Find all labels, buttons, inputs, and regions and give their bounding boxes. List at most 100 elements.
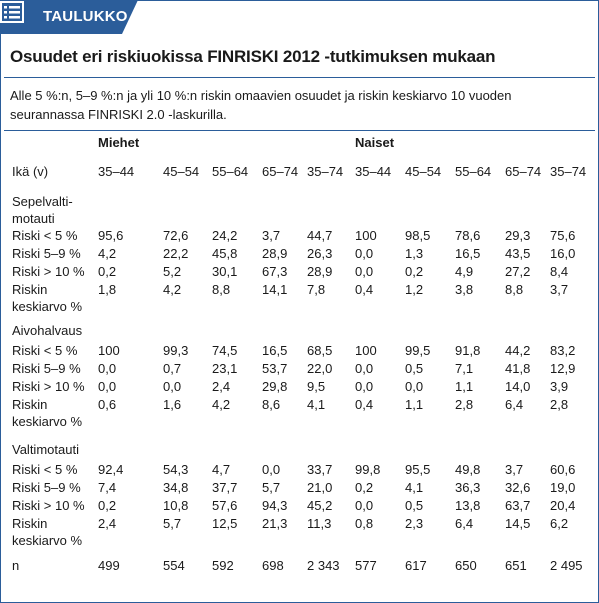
- table-cell: 92,4: [98, 462, 124, 477]
- table-tab: TAULUKKO 3.: [0, 0, 145, 34]
- table-cell: 10,8: [163, 498, 189, 513]
- table-cell: 100: [355, 228, 377, 243]
- tab-background: [0, 0, 138, 34]
- title-divider: [4, 77, 595, 78]
- table-cell: 12,5: [212, 516, 238, 531]
- table-cell: 5,7: [163, 516, 182, 531]
- section-title: Aivohalvaus: [12, 323, 83, 338]
- header-divider: [4, 130, 595, 131]
- table-cell: 23,1: [212, 361, 238, 376]
- list-icon: [0, 1, 24, 23]
- table-cell: 43,5: [505, 246, 531, 261]
- table-cell: 29,8: [262, 379, 288, 394]
- table-cell: 2 343: [307, 558, 340, 573]
- table-cell: 67,3: [262, 264, 288, 279]
- table-cell: 14,0: [505, 379, 531, 394]
- table-cell: 592: [212, 558, 234, 573]
- table-subtitle: Alle 5 %:n, 5–9 %:n ja yli 10 %:n riskin…: [10, 88, 512, 122]
- table-row-label: Riski < 5 %: [12, 228, 78, 243]
- table-cell: 2,8: [455, 397, 474, 412]
- table-row-label: Riski 5–9 %: [12, 480, 81, 495]
- table-cell: 44,2: [505, 343, 531, 358]
- table-cell: 5,7: [262, 480, 281, 495]
- table-row-label: Riskin keskiarvo %: [12, 282, 83, 314]
- table-cell: 617: [405, 558, 427, 573]
- table-cell: 0,4: [355, 282, 374, 297]
- table-row-label: Riski 5–9 %: [12, 361, 81, 376]
- table-cell: 54,3: [163, 462, 189, 477]
- table-cell: 20,4: [550, 498, 576, 513]
- table-cell: 33,7: [307, 462, 333, 477]
- table-cell: 35–44: [98, 164, 135, 179]
- table-cell: 95,6: [98, 228, 124, 243]
- table-cell: 16,5: [262, 343, 288, 358]
- table-cell: 75,6: [550, 228, 576, 243]
- table-cell: 99,3: [163, 343, 189, 358]
- table-row-label: Riski > 10 %: [12, 498, 85, 513]
- table-cell: 8,6: [262, 397, 281, 412]
- table-cell: 35–74: [550, 164, 587, 179]
- table-cell: 2 495: [550, 558, 583, 573]
- table-cell: 0,2: [355, 480, 374, 495]
- table-row-label: Riski < 5 %: [12, 462, 78, 477]
- table-cell: 0,0: [405, 379, 424, 394]
- table-cell: 45,2: [307, 498, 333, 513]
- section-title: Sepelvalti-motauti: [12, 194, 73, 226]
- table-cell: 698: [262, 558, 284, 573]
- table-cell: 83,2: [550, 343, 576, 358]
- table-cell: 0,5: [405, 498, 424, 513]
- table-cell: 0,0: [355, 264, 374, 279]
- table-cell: 2,8: [550, 397, 569, 412]
- table-cell: 26,3: [307, 246, 333, 261]
- table-cell: 650: [455, 558, 477, 573]
- table-cell: 0,6: [98, 397, 117, 412]
- table-cell: 29,3: [505, 228, 531, 243]
- table-cell: 30,1: [212, 264, 238, 279]
- table-cell: 0,7: [163, 361, 182, 376]
- table-cell: 44,7: [307, 228, 333, 243]
- table-cell: 0,2: [405, 264, 424, 279]
- table-cell: 28,9: [262, 246, 288, 261]
- table-cell: 22,0: [307, 361, 333, 376]
- table-cell: 49,8: [455, 462, 481, 477]
- table-row-label: Riski > 10 %: [12, 379, 85, 394]
- table-cell: 0,0: [355, 361, 374, 376]
- table-cell: 100: [355, 343, 377, 358]
- table-cell: 3,7: [550, 282, 569, 297]
- table-cell: 0,0: [98, 361, 117, 376]
- table-cell: 74,5: [212, 343, 238, 358]
- table-cell: 1,3: [405, 246, 424, 261]
- table-row-label: Riski < 5 %: [12, 343, 78, 358]
- table-cell: 41,8: [505, 361, 531, 376]
- table-cell: 65–74: [262, 164, 299, 179]
- table-cell: 1,8: [98, 282, 117, 297]
- table-row-label: Riski > 10 %: [12, 264, 85, 279]
- table-title: Osuudet eri riskiuokissa FINRISKI 2012 -…: [10, 47, 496, 66]
- tab-label: TAULUKKO 3.: [43, 8, 145, 25]
- table-cell: 98,5: [405, 228, 431, 243]
- table-cell: 651: [505, 558, 527, 573]
- table-cell: 0,0: [98, 379, 117, 394]
- table-cell: 1,2: [405, 282, 424, 297]
- table-cell: 72,6: [163, 228, 189, 243]
- table-cell: 4,9: [455, 264, 474, 279]
- table-cell: 6,2: [550, 516, 569, 531]
- table-cell: 4,2: [212, 397, 231, 412]
- table-cell: 16,0: [550, 246, 576, 261]
- table-cell: 2,3: [405, 516, 424, 531]
- table-cell: 37,7: [212, 480, 238, 495]
- table-cell: 53,7: [262, 361, 288, 376]
- table-cell: 99,8: [355, 462, 381, 477]
- table-cell: 3,8: [455, 282, 474, 297]
- table-cell: 94,3: [262, 498, 288, 513]
- table-cell: 4,7: [212, 462, 231, 477]
- table-cell: 45–54: [405, 164, 442, 179]
- table-cell: 0,0: [355, 246, 374, 261]
- table-cell: 63,7: [505, 498, 531, 513]
- table-cell: 55–64: [455, 164, 492, 179]
- table-cell: 55–64: [212, 164, 249, 179]
- table-cell: 95,5: [405, 462, 431, 477]
- table-cell: 9,5: [307, 379, 326, 394]
- table-cell: 32,6: [505, 480, 531, 495]
- table-cell: 4,2: [98, 246, 117, 261]
